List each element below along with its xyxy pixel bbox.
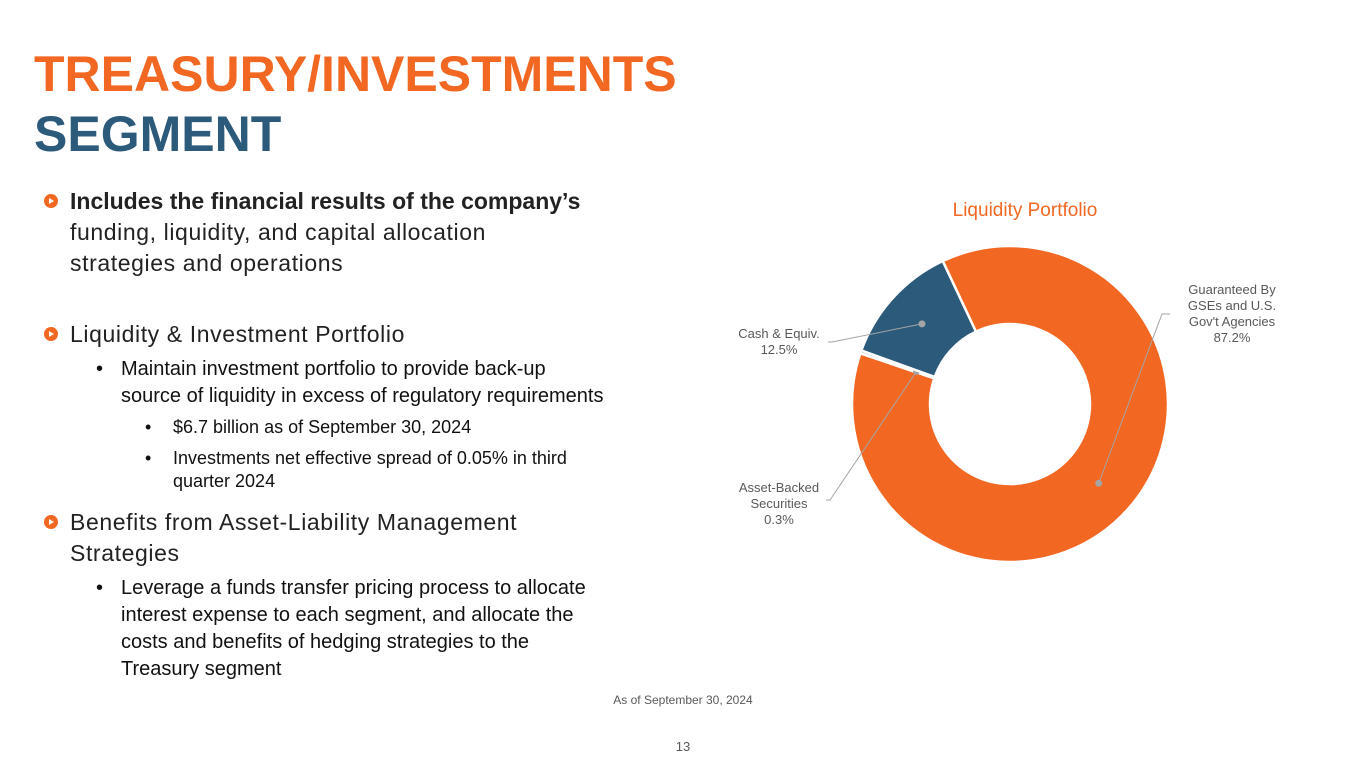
bullet-list: Includes the financial results of the co…: [44, 186, 684, 683]
sub-sub-bullet: • Investments net effective spread of 0.…: [44, 447, 684, 493]
page-title: TREASURY/INVESTMENTS SEGMENT: [34, 44, 677, 164]
sub-sub-bullet-line: Investments net effective spread of 0.05…: [173, 448, 567, 468]
slice-label: Guaranteed By GSEs and U.S. Gov't Agencies…: [1188, 282, 1276, 345]
sub-bullet-line: costs and benefits of hedging strategies…: [121, 631, 530, 653]
sub-bullet-line: interest expense to each segment, and al…: [121, 604, 574, 626]
chart-footnote: As of September 30, 2024: [613, 693, 753, 707]
bullet-text-line: Benefits from Asset-Liability Management: [70, 509, 518, 535]
sub-bullet-line: Leverage a funds transfer pricing proces…: [121, 577, 586, 599]
bullet-includes: Includes the financial results of the co…: [44, 186, 684, 279]
leader-dot: [1095, 479, 1103, 487]
sub-bullet-line: Maintain investment portfolio to provide…: [121, 358, 546, 380]
bullet-dot: •: [145, 417, 152, 437]
page-number: 13: [675, 739, 691, 754]
sub-bullet-line: source of liquidity in excess of regulat…: [121, 385, 604, 407]
leader-line: [826, 371, 917, 501]
leader-dot: [918, 320, 926, 328]
bullet-dot: •: [96, 577, 104, 599]
bullet-text-line: Strategies: [70, 540, 180, 566]
bullet-benefits: Benefits from Asset-Liability Management…: [44, 507, 684, 569]
arrow-bullet-icon: [44, 515, 58, 529]
bullet-text-line: strategies and operations: [70, 250, 344, 276]
sub-bullet-line: Treasury segment: [121, 658, 282, 680]
leader-line: [1098, 313, 1170, 484]
sub-sub-bullet: • $6.7 billion as of September 30, 2024: [44, 416, 684, 439]
bullet-text-line: funding, liquidity, and capital allocati…: [70, 219, 487, 245]
title-line-1: TREASURY/INVESTMENTS: [34, 46, 677, 102]
arrow-bullet-icon: [44, 194, 58, 208]
arrow-bullet-icon: [44, 327, 58, 341]
bullet-dot: •: [145, 448, 152, 468]
slice-label: Asset-Backed Securities 0.3%: [739, 480, 819, 527]
chart-title: Liquidity Portfolio: [952, 200, 1098, 221]
bullet-text-bold: Includes the financial results of the co…: [70, 188, 581, 214]
donut-slice: [859, 259, 978, 379]
sub-sub-bullet-line: quarter 2024: [173, 471, 276, 491]
sub-bullet: • Maintain investment portfolio to provi…: [44, 356, 684, 410]
bullet-text-line: Liquidity & Investment Portfolio: [70, 321, 405, 347]
bullet-liquidity: Liquidity & Investment Portfolio: [44, 319, 684, 350]
leader-line: [828, 323, 923, 343]
liquidity-donut-chart: Guaranteed By GSEs and U.S. Gov't Agencies…: [738, 244, 1276, 564]
sub-bullet: • Leverage a funds transfer pricing proc…: [44, 575, 684, 683]
title-line-2: SEGMENT: [34, 106, 282, 162]
sub-sub-bullet-line: $6.7 billion as of September 30, 2024: [173, 417, 472, 437]
slice-label: Cash & Equiv. 12.5%: [738, 326, 819, 357]
bullet-dot: •: [96, 358, 104, 380]
donut-slice: [850, 244, 1170, 564]
